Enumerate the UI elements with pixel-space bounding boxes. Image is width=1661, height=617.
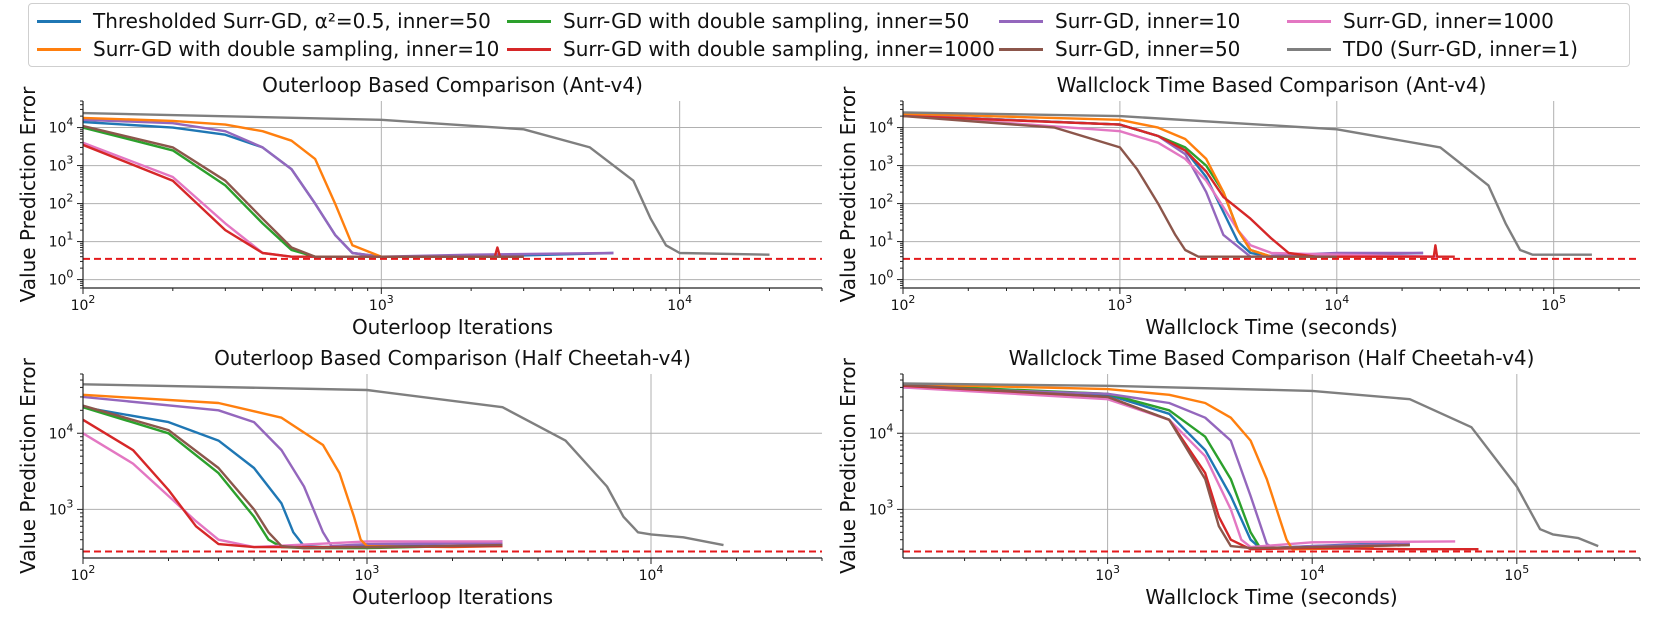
x-tick-label: 103	[355, 563, 380, 584]
series-line	[903, 114, 1424, 258]
series-line	[903, 386, 1456, 549]
legend-swatch	[507, 47, 551, 51]
series-line	[83, 406, 503, 550]
y-tick-label: 103	[869, 497, 894, 518]
y-tick-label: 103	[869, 154, 894, 175]
y-tick-label: 104	[49, 116, 74, 137]
x-axis-label: Outerloop Iterations	[352, 585, 553, 609]
legend: Thresholded Surr-GD, α²=0.5, inner=50 Su…	[28, 3, 1630, 67]
x-tick-label: 102	[891, 293, 916, 314]
x-tick-label: 102	[71, 293, 96, 314]
y-tick-label: 101	[869, 230, 894, 251]
x-tick-label: 103	[1095, 563, 1120, 584]
series-line	[83, 406, 503, 549]
series-line	[903, 383, 1374, 551]
chart-panel: 102 103 104 103 104 Outerloop Based Compariso…	[16, 346, 823, 609]
x-tick-label: 102	[71, 563, 96, 584]
series-line	[903, 114, 1424, 258]
chart-title: Wallclock Time Based Comparison (Half Ch…	[1009, 346, 1535, 370]
y-tick-label: 104	[49, 421, 74, 442]
x-tick-label: 104	[1324, 293, 1349, 314]
series-line	[903, 114, 1455, 258]
y-tick-label: 102	[869, 192, 894, 213]
y-tick-label: 101	[49, 230, 74, 251]
x-tick-label: 104	[667, 293, 692, 314]
series-line	[83, 111, 770, 256]
chart-panel: 103 104 105 103 104 Wallclock Time Based Comp…	[836, 346, 1641, 609]
y-tick-label: 103	[49, 497, 74, 518]
y-tick-label: 100	[869, 268, 894, 289]
series-line	[903, 382, 1599, 548]
legend-item: TD0 (Surr-GD, inner=1)	[1287, 35, 1578, 63]
y-tick-label: 100	[49, 268, 74, 289]
series-line	[903, 386, 1410, 550]
series-line	[83, 143, 524, 258]
legend-item: Surr-GD with double sampling, inner=1000	[507, 35, 995, 63]
series-line	[83, 126, 524, 258]
legend-label: Surr-GD, inner=10	[1055, 9, 1241, 33]
legend-label: Surr-GD with double sampling, inner=50	[563, 9, 970, 33]
legend-item: Surr-GD with double sampling, inner=10	[37, 35, 499, 63]
legend-item: Surr-GD, inner=10	[999, 7, 1240, 35]
x-axis-label: Wallclock Time (seconds)	[1145, 315, 1397, 339]
x-axis-label: Wallclock Time (seconds)	[1145, 585, 1397, 609]
series-line	[903, 383, 1410, 550]
series-line	[83, 124, 524, 258]
legend-label: Surr-GD, inner=1000	[1343, 9, 1554, 33]
y-tick-label: 102	[49, 192, 74, 213]
legend-item: Surr-GD with double sampling, inner=50	[507, 7, 969, 35]
legend-swatch	[999, 19, 1043, 23]
x-tick-label: 103	[369, 293, 394, 314]
legend-item: Thresholded Surr-GD, α²=0.5, inner=50	[37, 7, 491, 35]
x-tick-label: 105	[1504, 563, 1529, 584]
legend-swatch	[1287, 19, 1331, 23]
y-axis-label: Value Prediction Error	[836, 86, 860, 303]
series-line	[903, 114, 1441, 258]
x-axis-label: Outerloop Iterations	[352, 315, 553, 339]
x-tick-label: 105	[1541, 293, 1566, 314]
legend-label: Surr-GD, inner=50	[1055, 37, 1241, 61]
y-tick-label: 103	[49, 154, 74, 175]
series-line	[903, 114, 1337, 258]
y-axis-label: Value Prediction Error	[16, 86, 40, 303]
series-line	[903, 383, 1410, 550]
y-axis-label: Value Prediction Error	[16, 357, 40, 574]
series-line	[83, 404, 503, 550]
legend-label: Surr-GD with double sampling, inner=1000	[563, 37, 995, 61]
series-line	[83, 383, 724, 547]
series-line	[83, 432, 503, 549]
x-tick-label: 104	[1300, 563, 1325, 584]
legend-swatch	[37, 47, 81, 51]
x-tick-label: 103	[1107, 293, 1132, 314]
y-tick-label: 104	[869, 116, 894, 137]
legend-swatch	[999, 47, 1043, 51]
legend-swatch	[1287, 47, 1331, 51]
series-line	[903, 384, 1479, 551]
legend-label: TD0 (Surr-GD, inner=1)	[1343, 37, 1578, 61]
y-tick-label: 104	[869, 421, 894, 442]
legend-swatch	[37, 19, 81, 23]
series-line	[83, 395, 503, 548]
legend-item: Surr-GD, inner=1000	[1287, 7, 1554, 35]
x-tick-label: 104	[639, 563, 664, 584]
legend-swatch	[507, 19, 551, 23]
chart-panel: 102 103 104 100 101 102 103 104 Outerloop Based …	[16, 73, 823, 339]
legend-label: Thresholded Surr-GD, α²=0.5, inner=50	[93, 9, 491, 33]
chart-title: Outerloop Based Comparison (Ant-v4)	[262, 73, 643, 97]
series-line	[83, 141, 524, 258]
legend-item: Surr-GD, inner=50	[999, 35, 1240, 63]
series-line	[903, 111, 1592, 256]
legend-label: Surr-GD with double sampling, inner=10	[93, 37, 500, 61]
chart-title: Wallclock Time Based Comparison (Ant-v4)	[1057, 73, 1487, 97]
chart-title: Outerloop Based Comparison (Half Cheetah…	[214, 346, 691, 370]
y-axis-label: Value Prediction Error	[836, 357, 860, 574]
